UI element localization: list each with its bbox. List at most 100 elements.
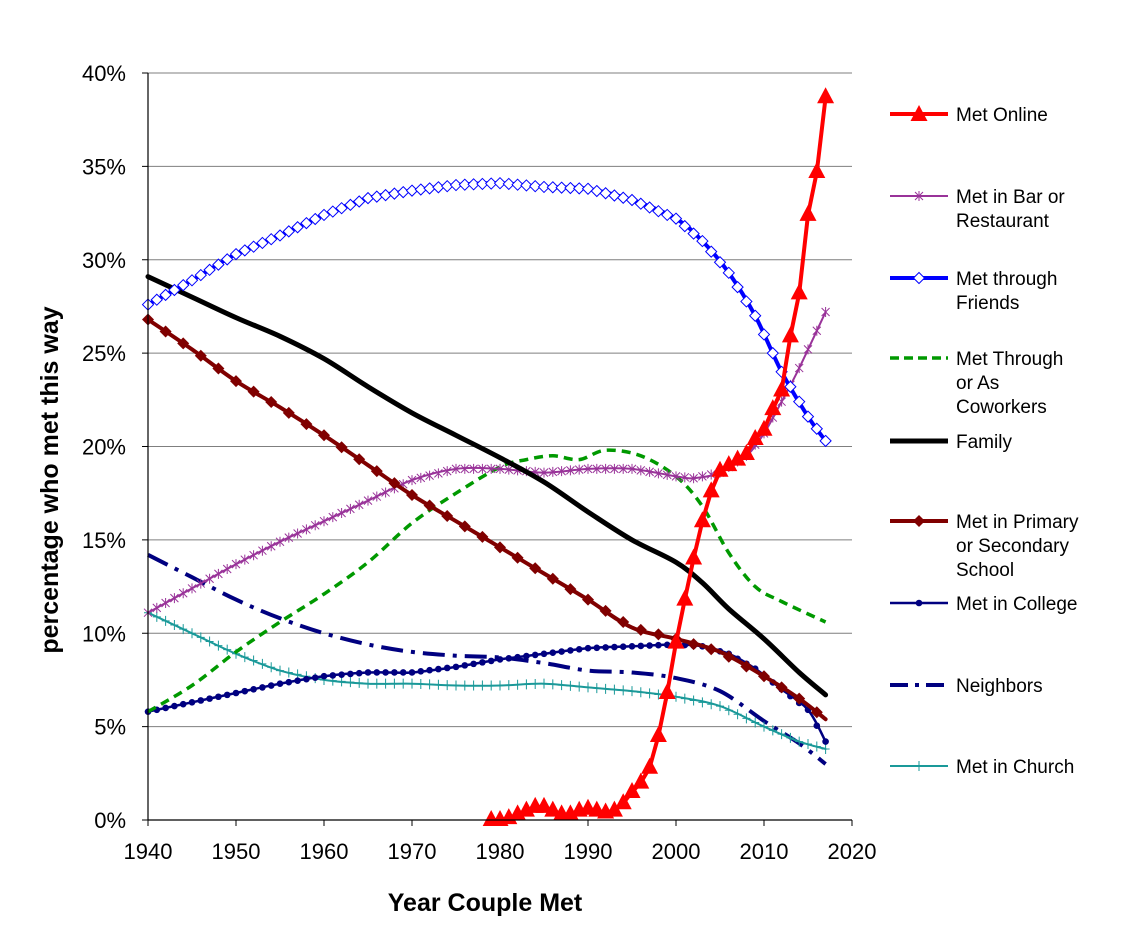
data-point: [302, 524, 311, 535]
legend: Met Online Met in Bar or Restaurant Met thr…: [890, 105, 1079, 778]
data-point: [171, 702, 178, 710]
data-point: [417, 668, 425, 675]
series-5: [142, 313, 828, 722]
data-point: [575, 681, 584, 692]
data-point: [197, 697, 205, 704]
data-point: [804, 739, 812, 750]
data-point: [205, 573, 214, 584]
data-point: [391, 669, 398, 676]
data-point: [581, 182, 595, 195]
data-point: [564, 583, 577, 596]
data-point: [452, 680, 460, 691]
data-point: [632, 772, 650, 789]
data-point: [284, 667, 293, 678]
data-point: [812, 325, 822, 336]
data-point: [150, 293, 164, 306]
data-point: [161, 597, 170, 608]
data-point: [247, 240, 260, 253]
data-point: [311, 674, 319, 681]
data-point: [353, 453, 366, 466]
data-point: [819, 434, 832, 448]
data-point: [229, 247, 243, 261]
data-point: [425, 470, 434, 481]
data-point: [426, 666, 433, 674]
data-point: [599, 187, 612, 200]
data-point: [170, 620, 179, 631]
data-point: [792, 395, 806, 408]
data-point: [187, 583, 197, 594]
data-point: [381, 678, 390, 689]
data-point: [337, 676, 346, 687]
data-point: [592, 683, 601, 694]
data-point: [469, 680, 478, 691]
data-point: [810, 422, 824, 435]
series-line: [147, 553, 827, 766]
data-point: [408, 669, 416, 676]
data-point: [282, 406, 295, 419]
legend-label: Met in Church: [956, 757, 1074, 778]
x-tick-label: 2000: [652, 839, 701, 864]
data-point: [634, 197, 648, 210]
legend-marker: [910, 105, 928, 121]
data-point: [790, 283, 808, 300]
data-point: [373, 669, 381, 676]
data-point: [616, 191, 630, 204]
x-tick-label: 1990: [564, 839, 613, 864]
data-point: [676, 589, 694, 606]
data-point: [238, 244, 252, 257]
data-point: [740, 660, 753, 673]
legend-label: Met in Bar or Restaurant: [956, 187, 1065, 232]
data-point: [337, 507, 346, 518]
data-point: [817, 87, 835, 104]
series-2: [141, 176, 832, 448]
data-point: [196, 578, 206, 589]
data-point: [567, 647, 574, 654]
data-point: [549, 649, 557, 656]
data-point: [667, 632, 685, 649]
data-point: [731, 280, 744, 294]
data-point: [441, 509, 454, 522]
data-point: [702, 481, 720, 498]
data-point: [513, 679, 522, 690]
data-point: [619, 643, 627, 650]
data-point: [344, 198, 357, 212]
data-point: [775, 681, 788, 694]
data-point: [636, 465, 646, 476]
legend-label: Met in Primary or Secondary School: [956, 512, 1079, 581]
data-point: [390, 678, 399, 689]
data-point: [247, 385, 260, 398]
data-point: [737, 443, 755, 460]
data-point: [535, 796, 553, 813]
series-line: [147, 311, 827, 614]
data-point: [696, 234, 709, 248]
data-point: [423, 499, 436, 512]
data-point: [687, 227, 700, 240]
data-point: [352, 195, 366, 208]
data-point: [617, 616, 630, 629]
data-point: [317, 208, 331, 222]
data-point: [751, 717, 760, 728]
data-point: [266, 541, 276, 552]
data-point: [540, 678, 548, 689]
data-point: [388, 187, 401, 200]
series-3: [147, 448, 827, 714]
data-point: [711, 460, 729, 477]
data-point: [528, 179, 542, 193]
data-point: [599, 604, 612, 617]
data-point: [652, 628, 665, 641]
data-point: [179, 700, 187, 708]
data-point: [170, 593, 179, 604]
data-point: [355, 677, 364, 688]
legend-label: Met in College: [956, 594, 1077, 615]
data-point: [372, 678, 381, 689]
data-point: [583, 463, 593, 474]
data-point: [425, 679, 434, 690]
data-point: [733, 709, 742, 720]
data-point: [680, 693, 689, 704]
data-point: [232, 689, 240, 697]
data-point: [574, 464, 584, 475]
legend-label: Family: [956, 432, 1012, 453]
legend-label: Met through Friends: [956, 269, 1057, 314]
data-point: [388, 477, 401, 490]
data-point: [704, 245, 718, 258]
